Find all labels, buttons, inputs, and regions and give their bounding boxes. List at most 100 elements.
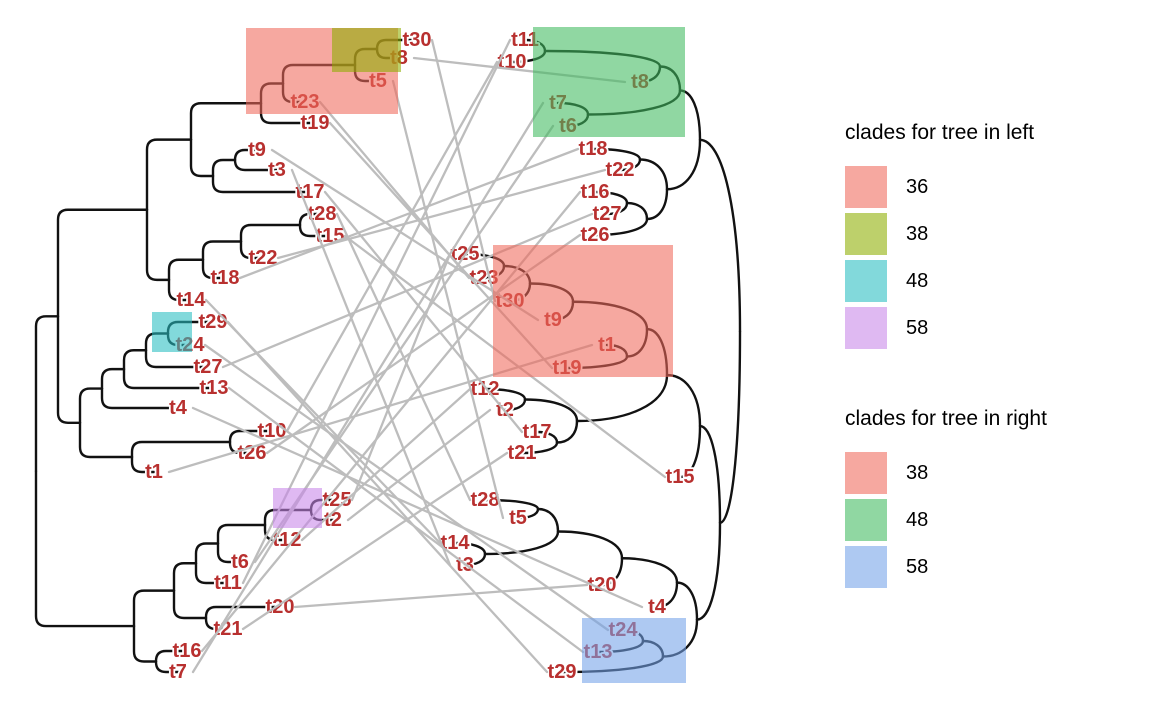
tip-link-t5 <box>391 79 505 520</box>
tip-label-t17-right: t17 <box>523 421 552 443</box>
tree-edge-right <box>675 581 699 621</box>
tree-edge-left <box>122 367 216 390</box>
legend-swatch <box>845 546 887 588</box>
tip-label-t19-left: t19 <box>301 112 330 134</box>
tree-edge-right <box>605 201 629 216</box>
tree-edge-right <box>575 373 669 423</box>
tree-edge-right <box>678 424 702 479</box>
tree-edge-right <box>593 217 649 237</box>
tip-label-t3-left: t3 <box>268 159 286 181</box>
legend-item-58: 58 <box>845 307 1034 349</box>
tip-link-t27 <box>221 212 594 369</box>
tip-label-t2-left: t2 <box>324 509 342 531</box>
tree-edge-left <box>298 223 332 238</box>
tip-label-t27-left: t27 <box>194 356 223 378</box>
tip-label-t26-right: t26 <box>581 224 610 246</box>
tree-edge-right <box>665 138 702 191</box>
legend-right-title: clades for tree in right <box>845 407 1047 430</box>
tree-edge-left <box>239 240 265 260</box>
clade-highlight-left-48 <box>152 312 192 352</box>
tree-edge-left <box>130 455 156 474</box>
tree-edge-right <box>520 441 559 455</box>
tip-label-t9-left: t9 <box>248 139 266 161</box>
legend-item-38: 38 <box>845 213 1034 255</box>
legend-item-label: 58 <box>906 316 929 339</box>
tip-link-t12 <box>300 387 472 542</box>
legend-swatch <box>845 213 887 255</box>
tree-edge-right <box>698 138 742 333</box>
tree-edge-right <box>718 330 742 524</box>
tree-edge-left <box>228 440 254 455</box>
legend-swatch <box>845 452 887 494</box>
tree-edge-left <box>189 102 263 141</box>
tree-edge-right <box>593 190 629 205</box>
tip-label-t16-left: t16 <box>173 640 202 662</box>
tip-label-t14-right: t14 <box>441 532 471 554</box>
tip-link-t18 <box>238 147 580 280</box>
tree-edge-left <box>34 469 136 628</box>
tree-edge-left <box>78 387 104 424</box>
legend-item-label: 58 <box>906 555 929 578</box>
tree-edge-left <box>78 421 134 459</box>
legend-swatch <box>845 499 887 541</box>
tree-edge-right <box>483 498 540 511</box>
legend-clades-right: clades for tree in right 38 48 58 <box>845 406 1047 593</box>
tree-edge-left <box>56 315 82 424</box>
tip-label-t21-right: t21 <box>508 442 537 464</box>
legend-item-48: 48 <box>845 260 1034 302</box>
clade-highlight-right-48 <box>533 27 685 137</box>
clade-highlights <box>152 27 686 683</box>
tip-label-t17-left: t17 <box>296 181 325 203</box>
tree-edge-right <box>618 158 642 172</box>
legend-item-label: 38 <box>906 222 929 245</box>
legend-item-58: 58 <box>845 546 1047 588</box>
tip-link-t25 <box>350 252 452 502</box>
tree-edge-left <box>132 624 158 663</box>
tanglegram-canvas: t30t8t5t23t19t9t3t17t28t15t22t18t14t29t2… <box>34 27 742 685</box>
tip-label-t16-right: t16 <box>581 181 610 203</box>
tree-edge-left <box>216 523 267 545</box>
tip-label-t21-left: t21 <box>214 618 243 640</box>
tree-edge-left <box>130 440 232 459</box>
tree-edge-right <box>523 398 579 423</box>
legend-item-label: 36 <box>906 175 929 198</box>
tip-label-t18-left: t18 <box>211 267 240 289</box>
tree-edge-left <box>167 278 193 302</box>
legend-item-48: 48 <box>845 499 1047 541</box>
tree-edge-left <box>211 174 312 194</box>
tree-edge-right <box>483 530 560 556</box>
legend-left-title: clades for tree in left <box>845 121 1035 144</box>
tip-link-t28 <box>335 212 472 502</box>
legend-item-38: 38 <box>845 452 1047 494</box>
tip-label-t10-left: t10 <box>258 420 287 442</box>
clade-highlight-right-38 <box>493 245 673 377</box>
tree-edge-left <box>100 387 180 410</box>
legend-clades-left: clades for tree in left 36 38 48 58 <box>845 120 1034 354</box>
tree-edge-right <box>503 398 527 412</box>
tree-edge-right <box>483 387 527 401</box>
tip-label-t5-right: t5 <box>509 507 527 529</box>
tree-edge-right <box>620 557 679 584</box>
tree-edge-right <box>555 419 579 444</box>
tip-label-t20-left: t20 <box>266 596 295 618</box>
legend-item-label: 48 <box>906 508 929 531</box>
tip-label-t6-left: t6 <box>231 551 249 573</box>
tree-edge-left <box>239 223 302 243</box>
tip-label-t4-right: t4 <box>648 596 667 618</box>
tree-edge-left <box>56 208 149 318</box>
tree-edge-right <box>625 201 649 221</box>
tree-edge-left <box>172 589 208 620</box>
tree-edge-right <box>698 424 722 524</box>
tree-edge-left <box>216 542 242 564</box>
tip-label-t30-left: t30 <box>403 29 432 51</box>
tree-edge-left <box>100 367 126 390</box>
tree-edge-left <box>233 158 279 172</box>
tree-edge-right <box>535 430 559 444</box>
tip-link-t30 <box>430 38 497 303</box>
clade-highlight-right-58 <box>582 618 686 683</box>
tip-label-t29-right: t29 <box>548 661 577 683</box>
legend-swatch <box>845 307 887 349</box>
tip-label-t29-left: t29 <box>199 311 228 333</box>
tree-edge-left <box>204 616 230 631</box>
